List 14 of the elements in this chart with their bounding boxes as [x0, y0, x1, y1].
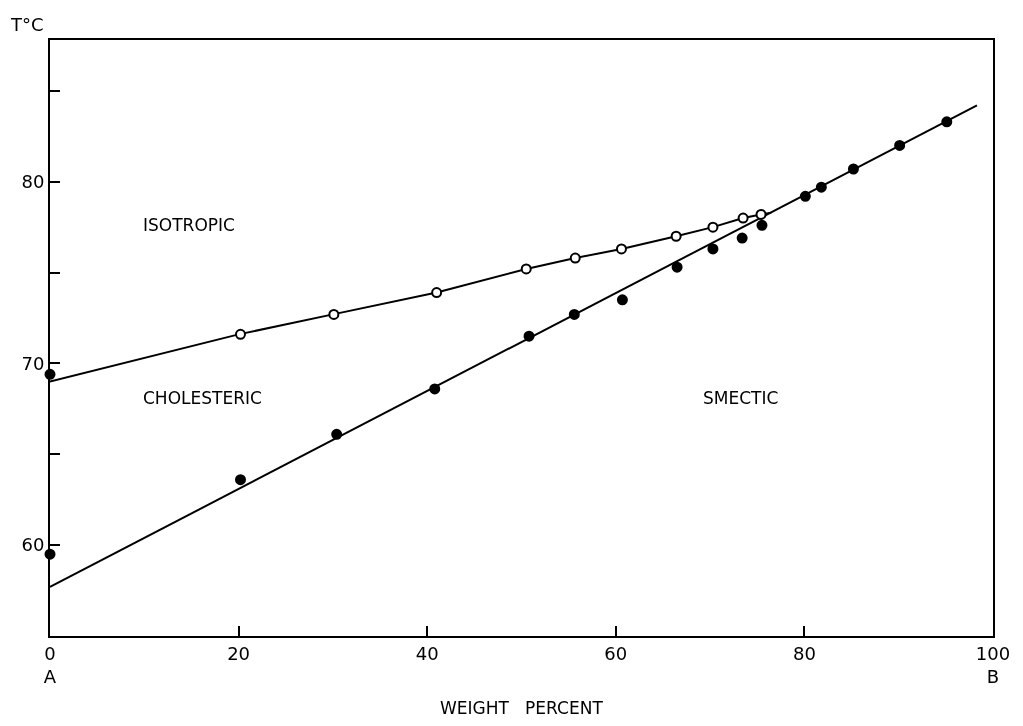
x-tick-label: 60 — [604, 642, 628, 664]
x-axis-title: WEIGHT PERCENT — [440, 698, 604, 718]
x-tick-label: 0 A — [43, 642, 57, 687]
annotation: CHOLESTERIC — [143, 388, 262, 408]
x-tick-label: 100 B — [975, 642, 1011, 687]
annotation: SMECTIC — [703, 388, 779, 408]
y-axis-title: T°C — [10, 14, 44, 35]
y-tick-label: 60 — [21, 534, 45, 556]
x-tick-label: 20 — [227, 642, 251, 664]
y-tick-label: 80 — [21, 171, 45, 193]
x-tick-label: 80 — [792, 642, 816, 664]
y-tick-label: 70 — [21, 352, 45, 374]
x-tick-label: 40 — [415, 642, 439, 664]
annotation: ISOTROPIC — [143, 215, 235, 235]
